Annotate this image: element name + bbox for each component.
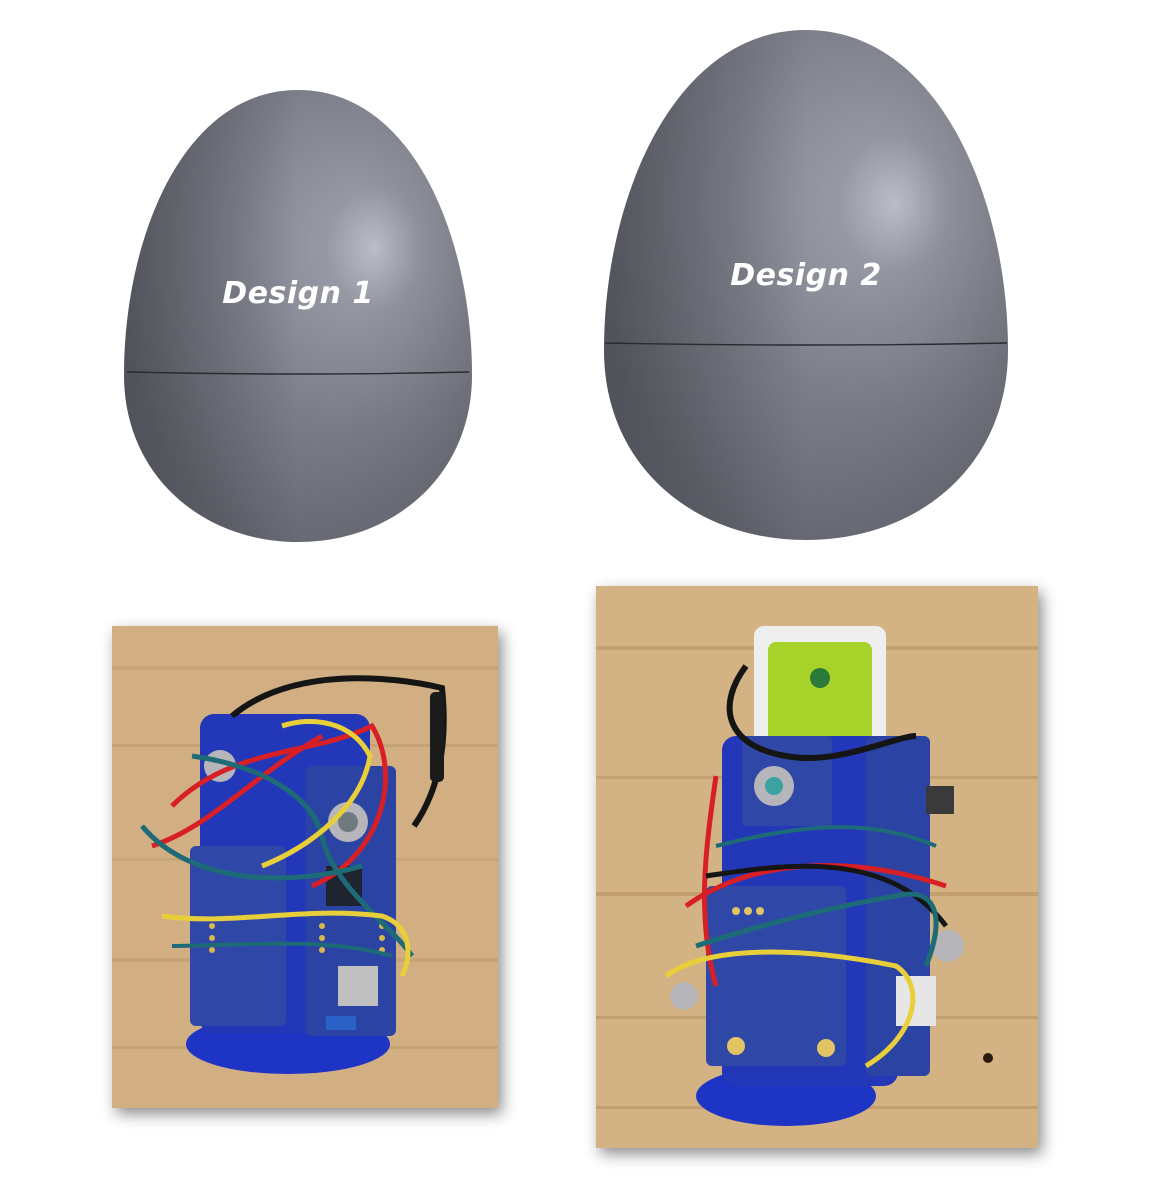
design-2-label: Design 2 bbox=[730, 258, 882, 293]
electronics-assembly-design-2-icon bbox=[596, 586, 1038, 1148]
egg-shape-1 bbox=[124, 90, 472, 542]
egg-shape-2 bbox=[604, 30, 1008, 540]
egg-render-design-1: Design 1 bbox=[124, 90, 472, 542]
photo-electronics-design-2 bbox=[596, 586, 1038, 1148]
design-1-label: Design 1 bbox=[222, 276, 374, 311]
egg-seam-2 bbox=[604, 342, 1008, 346]
egg-render-design-2: Design 2 bbox=[604, 30, 1008, 540]
electronics-assembly-design-1-icon bbox=[112, 626, 498, 1108]
egg-seam-1 bbox=[126, 371, 470, 375]
photo-electronics-design-1 bbox=[112, 626, 498, 1108]
